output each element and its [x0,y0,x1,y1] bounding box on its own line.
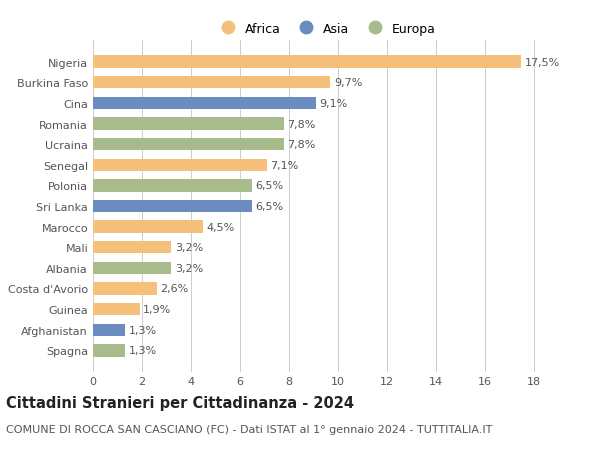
Text: 7,1%: 7,1% [271,160,299,170]
Bar [93,77,331,89]
Text: 1,3%: 1,3% [128,325,157,335]
Bar [93,118,284,130]
Text: Cittadini Stranieri per Cittadinanza - 2024: Cittadini Stranieri per Cittadinanza - 2… [6,395,354,410]
Text: 17,5%: 17,5% [525,57,560,67]
Text: 3,2%: 3,2% [175,263,203,273]
Bar [93,303,139,316]
Bar [93,97,316,110]
Legend: Africa, Asia, Europa: Africa, Asia, Europa [210,18,441,41]
Text: COMUNE DI ROCCA SAN CASCIANO (FC) - Dati ISTAT al 1° gennaio 2024 - TUTTITALIA.I: COMUNE DI ROCCA SAN CASCIANO (FC) - Dati… [6,425,493,435]
Bar [93,159,267,172]
Text: 1,3%: 1,3% [128,346,157,356]
Bar [93,139,284,151]
Bar [93,180,252,192]
Bar [93,241,172,254]
Text: 6,5%: 6,5% [256,181,284,191]
Bar [93,221,203,233]
Text: 1,9%: 1,9% [143,304,172,314]
Bar [93,324,125,336]
Text: 9,7%: 9,7% [334,78,362,88]
Bar [93,344,125,357]
Text: 2,6%: 2,6% [160,284,188,294]
Text: 3,2%: 3,2% [175,243,203,253]
Text: 4,5%: 4,5% [207,222,235,232]
Bar [93,262,172,274]
Bar [93,283,157,295]
Text: 7,8%: 7,8% [287,119,316,129]
Text: 6,5%: 6,5% [256,202,284,212]
Text: 9,1%: 9,1% [319,99,347,109]
Bar [93,56,521,69]
Bar [93,201,252,213]
Text: 7,8%: 7,8% [287,140,316,150]
